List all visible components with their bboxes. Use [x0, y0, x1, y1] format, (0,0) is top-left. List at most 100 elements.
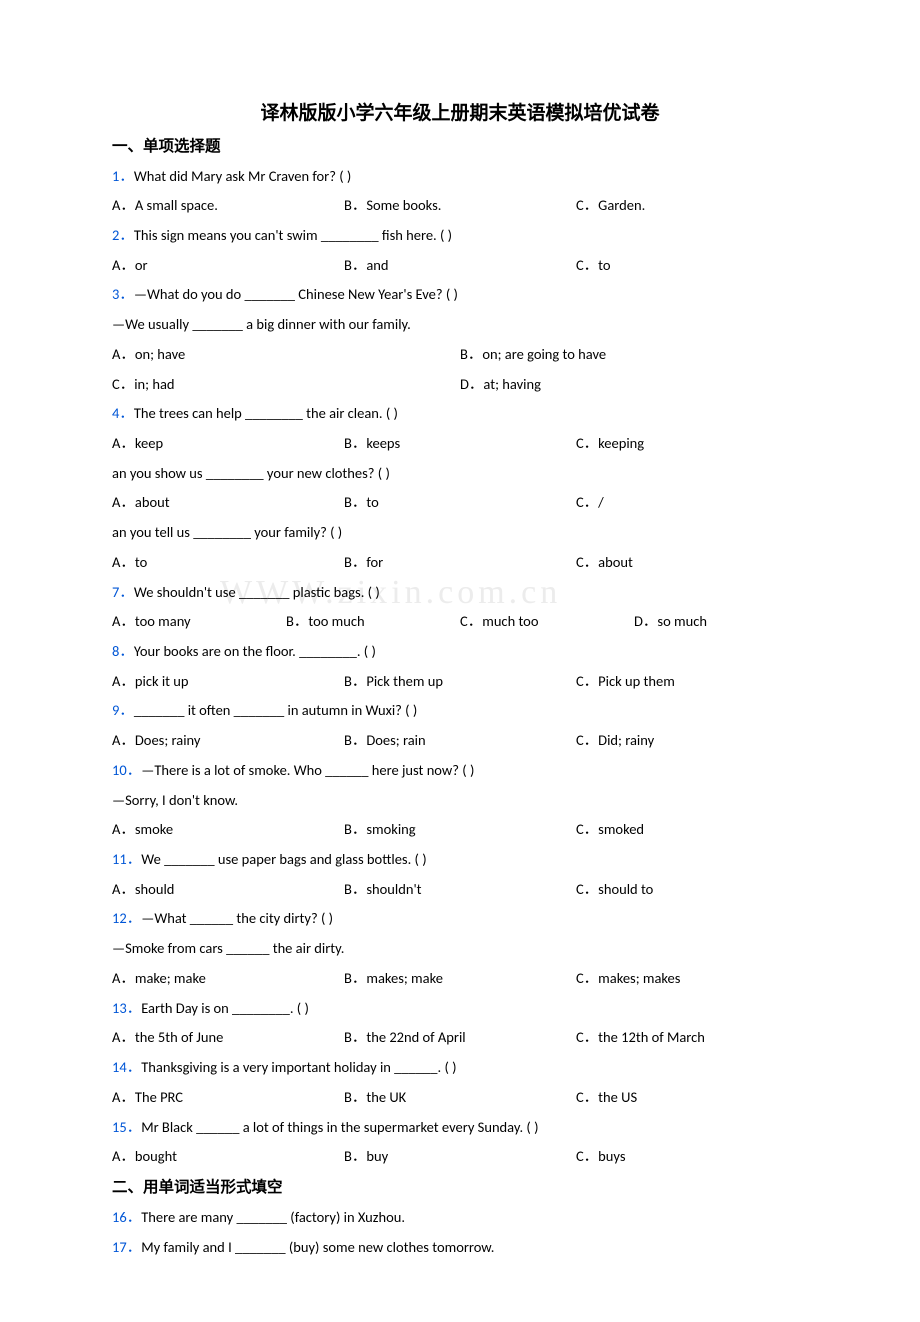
q1-text: What did Mary ask Mr Craven for? ( )	[134, 167, 351, 185]
q10-num: 10．	[112, 761, 141, 779]
q3-opt-a: A．on; have	[112, 340, 460, 370]
question-6: an you tell us ________ your family? ( )	[112, 518, 808, 548]
q9-options: A．Does; rainy B．Does; rain C．Did; rainy	[112, 726, 808, 756]
q14-num: 14．	[112, 1058, 141, 1076]
q7-options: A．too many B．too much C．much too D．so mu…	[112, 607, 808, 637]
question-2: 2．This sign means you can't swim _______…	[112, 221, 808, 251]
q13-text: Earth Day is on ________. ( )	[141, 999, 309, 1017]
q12-opt-c: C．makes; makes	[576, 964, 808, 994]
q6-options: A．to B．for C．about	[112, 548, 808, 578]
q7-opt-a: A．too many	[112, 607, 286, 637]
q5-opt-b: B．to	[344, 488, 576, 518]
q2-text: This sign means you can't swim ________ …	[134, 226, 452, 244]
q14-opt-a: A．The PRC	[112, 1083, 344, 1113]
q15-opt-b: B．buy	[344, 1142, 576, 1172]
q7-opt-d: D．so much	[634, 607, 808, 637]
q10-opt-b: B．smoking	[344, 815, 576, 845]
section-2-title: 二、用单词适当形式填空	[112, 1172, 808, 1203]
q8-opt-b: B．Pick them up	[344, 667, 576, 697]
q14-options: A．The PRC B．the UK C．the US	[112, 1083, 808, 1113]
q4-opt-b: B．keeps	[344, 429, 576, 459]
q1-opt-a: A．A small space.	[112, 191, 344, 221]
q8-opt-c: C．Pick up them	[576, 667, 808, 697]
q16-num: 16．	[112, 1208, 141, 1226]
q9-opt-a: A．Does; rainy	[112, 726, 344, 756]
q15-num: 15．	[112, 1118, 141, 1136]
page-title: 译林版版小学六年级上册期末英语模拟培优试卷	[112, 100, 808, 129]
q3-num: 3．	[112, 285, 134, 303]
q3-continuation: —We usually _______ a big dinner with ou…	[112, 310, 808, 340]
q5-options: A．about B．to C．/	[112, 488, 808, 518]
q6-opt-c: C．about	[576, 548, 808, 578]
q2-opt-c: C．to	[576, 251, 808, 281]
q7-opt-b: B．too much	[286, 607, 460, 637]
section-1-title: 一、单项选择题	[112, 131, 808, 162]
q13-opt-a: A．the 5th of June	[112, 1023, 344, 1053]
q14-opt-b: B．the UK	[344, 1083, 576, 1113]
q12-options: A．make; make B．makes; make C．makes; make…	[112, 964, 808, 994]
q2-opt-a: A．or	[112, 251, 344, 281]
q5-opt-a: A．about	[112, 488, 344, 518]
q16-text: There are many _______ (factory) in Xuzh…	[141, 1208, 405, 1226]
q13-num: 13．	[112, 999, 141, 1017]
q2-options: A．or B．and C．to	[112, 251, 808, 281]
question-17: 17．My family and I _______ (buy) some ne…	[112, 1233, 808, 1263]
q12-text: —What ______ the city dirty? ( )	[141, 909, 333, 927]
q8-num: 8．	[112, 642, 134, 660]
q1-options: A．A small space. B．Some books. C．Garden.	[112, 191, 808, 221]
q8-options: A．pick it up B．Pick them up C．Pick up th…	[112, 667, 808, 697]
q11-options: A．should B．shouldn't C．should to	[112, 875, 808, 905]
q13-opt-b: B．the 22nd of April	[344, 1023, 576, 1053]
question-12: 12．—What ______ the city dirty? ( )	[112, 904, 808, 934]
q10-options: A．smoke B．smoking C．smoked	[112, 815, 808, 845]
q8-text: Your books are on the floor. ________. (…	[134, 642, 376, 660]
q14-opt-c: C．the US	[576, 1083, 808, 1113]
q1-opt-b: B．Some books.	[344, 191, 576, 221]
q15-options: A．bought B．buy C．buys	[112, 1142, 808, 1172]
question-1: 1．What did Mary ask Mr Craven for? ( )	[112, 162, 808, 192]
question-9: 9．_______ it often _______ in autumn in …	[112, 696, 808, 726]
question-16: 16．There are many _______ (factory) in X…	[112, 1203, 808, 1233]
question-11: 11．We _______ use paper bags and glass b…	[112, 845, 808, 875]
q3-opt-c: C．in; had	[112, 370, 460, 400]
q13-opt-c: C．the 12th of March	[576, 1023, 808, 1053]
q4-text: The trees can help ________ the air clea…	[134, 404, 398, 422]
q15-opt-c: C．buys	[576, 1142, 808, 1172]
q4-num: 4．	[112, 404, 134, 422]
q4-opt-a: A．keep	[112, 429, 344, 459]
q9-opt-c: C．Did; rainy	[576, 726, 808, 756]
q12-num: 12．	[112, 909, 141, 927]
question-3: 3．—What do you do _______ Chinese New Ye…	[112, 280, 808, 310]
q2-num: 2．	[112, 226, 134, 244]
q3-text: —What do you do _______ Chinese New Year…	[134, 285, 458, 303]
q9-opt-b: B．Does; rain	[344, 726, 576, 756]
q7-text: We shouldn't use _______ plastic bags. (…	[134, 583, 380, 601]
q2-opt-b: B．and	[344, 251, 576, 281]
q4-opt-c: C．keeping	[576, 429, 808, 459]
question-14: 14．Thanksgiving is a very important holi…	[112, 1053, 808, 1083]
q7-opt-c: C．much too	[460, 607, 634, 637]
q7-num: 7．	[112, 583, 134, 601]
q3-opt-b: B．on; are going to have	[460, 340, 808, 370]
q6-opt-a: A．to	[112, 548, 344, 578]
q11-num: 11．	[112, 850, 141, 868]
q10-text: —There is a lot of smoke. Who ______ her…	[141, 761, 474, 779]
q3-opt-d: D．at; having	[460, 370, 808, 400]
question-10: 10．—There is a lot of smoke. Who ______ …	[112, 756, 808, 786]
q11-opt-a: A．should	[112, 875, 344, 905]
question-4: 4．The trees can help ________ the air cl…	[112, 399, 808, 429]
q17-text: My family and I _______ (buy) some new c…	[141, 1238, 494, 1256]
q12-continuation: —Smoke from cars ______ the air dirty.	[112, 934, 808, 964]
q6-opt-b: B．for	[344, 548, 576, 578]
q12-opt-a: A．make; make	[112, 964, 344, 994]
q3-options-row2: C．in; had D．at; having	[112, 370, 808, 400]
q3-options-row1: A．on; have B．on; are going to have	[112, 340, 808, 370]
question-13: 13．Earth Day is on ________. ( )	[112, 994, 808, 1024]
q11-opt-b: B．shouldn't	[344, 875, 576, 905]
q10-opt-c: C．smoked	[576, 815, 808, 845]
q1-num: 1．	[112, 167, 134, 185]
question-7: 7．We shouldn't use _______ plastic bags.…	[112, 578, 808, 608]
q9-text: _______ it often _______ in autumn in Wu…	[134, 701, 417, 719]
q13-options: A．the 5th of June B．the 22nd of April C．…	[112, 1023, 808, 1053]
question-15: 15．Mr Black ______ a lot of things in th…	[112, 1113, 808, 1143]
